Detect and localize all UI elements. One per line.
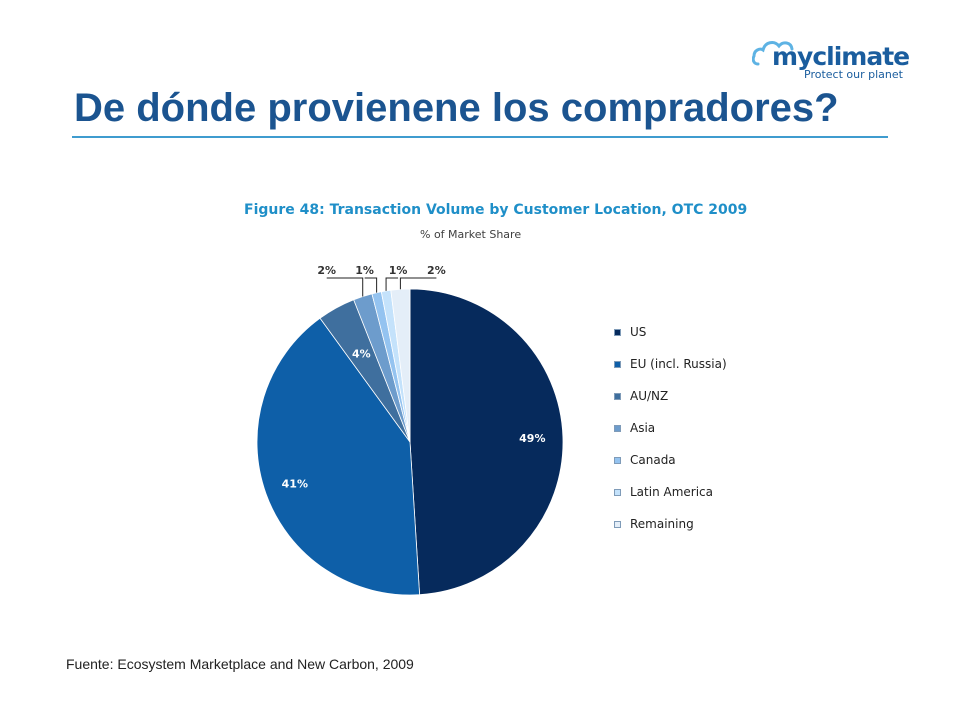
leader-line-asia: [326, 277, 364, 297]
legend-item-au-nz: AU/NZ: [614, 388, 668, 404]
slice-label-au-nz: 4%: [352, 348, 371, 361]
logo-wordmark: myclimate: [772, 42, 910, 71]
legend-swatch: [614, 328, 621, 336]
legend-item-us: US: [614, 324, 646, 340]
pie-slice-eu-incl-russia: [256, 317, 421, 596]
cloud-icon: [752, 41, 794, 66]
source-note: Fuente: Ecosystem Marketplace and New Ca…: [66, 656, 414, 672]
page-title: De dónde provienene los compradores?: [74, 86, 839, 130]
chart-subtitle: % of Market Share: [420, 228, 522, 241]
slice-label-us: 49%: [519, 432, 545, 445]
legend-swatch: [614, 488, 621, 496]
chart-title: Figure 48: Transaction Volume by Custome…: [244, 202, 748, 218]
legend-label: Latin America: [630, 485, 713, 499]
legend-label: Asia: [630, 421, 656, 435]
logo-tagline: Protect our planet: [804, 68, 903, 81]
legend-swatch: [614, 424, 621, 432]
legend-swatch: [614, 456, 621, 464]
slice-label-latin-america: 1%: [389, 264, 408, 277]
leader-line-latin-america: [385, 277, 399, 291]
legend-label: Canada: [630, 453, 676, 467]
legend-item-remaining: Remaining: [614, 516, 694, 532]
slice-label-remaining: 2%: [427, 264, 446, 277]
legend-item-canada: Canada: [614, 452, 676, 468]
pie-slice-remaining: [390, 288, 411, 443]
leader-line-canada: [364, 277, 378, 293]
pie-chart: 49% 41% 4% 2% 1% 1% 2%: [256, 264, 564, 596]
legend-label: EU (incl. Russia): [630, 357, 727, 371]
title-divider: [72, 136, 888, 138]
legend-label: AU/NZ: [630, 389, 669, 403]
legend-label: Remaining: [630, 517, 694, 531]
pie-slice-us: [409, 288, 564, 596]
slice-label-eu-incl-russia: 41%: [282, 477, 308, 490]
legend-item-asia: Asia: [614, 420, 655, 436]
legend-swatch: [614, 360, 621, 368]
legend-item-latin-america: Latin America: [614, 484, 713, 500]
slice-label-canada: 1%: [355, 264, 374, 277]
legend-item-eu-incl-russia: EU (incl. Russia): [614, 356, 727, 372]
slice-label-asia: 2%: [317, 264, 336, 277]
leader-line-remaining: [399, 277, 437, 290]
legend-swatch: [614, 392, 621, 400]
myclimate-logo: myclimate Protect our planet: [752, 30, 910, 82]
legend-swatch: [614, 520, 621, 528]
legend-label: US: [630, 325, 647, 339]
